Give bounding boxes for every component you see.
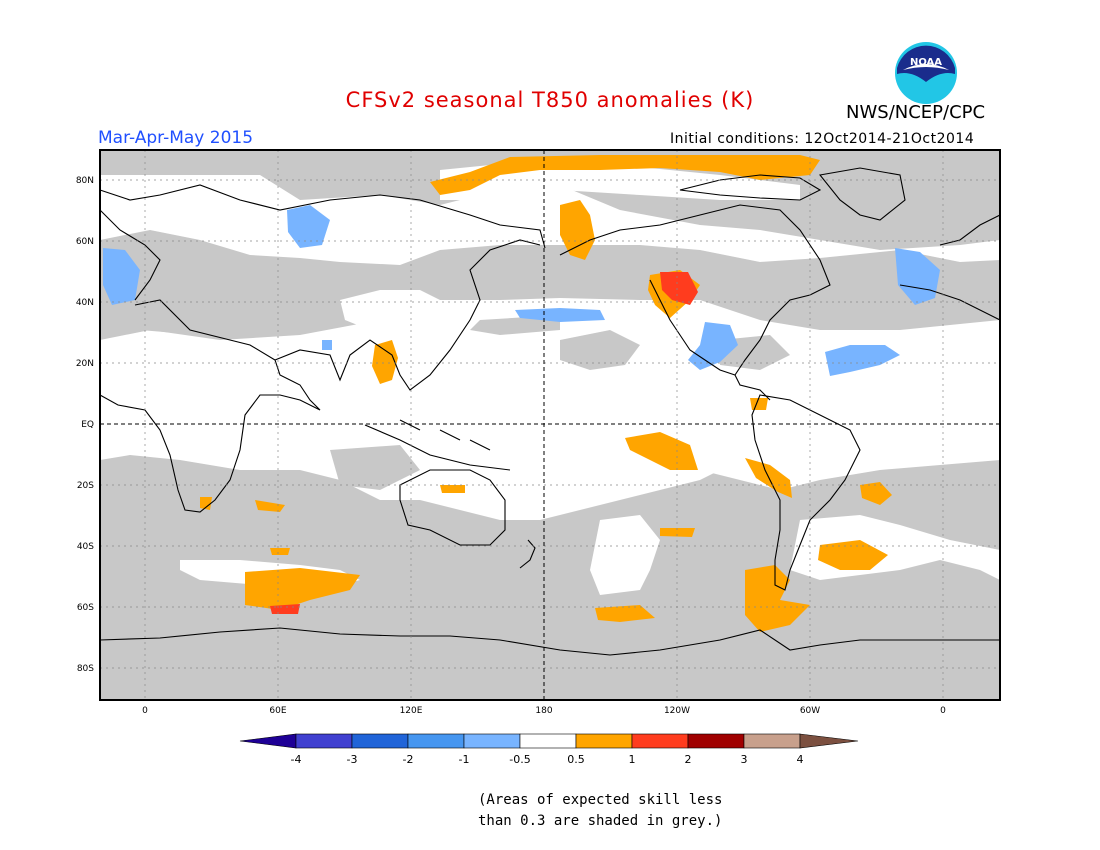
lat-label: 40N — [76, 298, 94, 308]
footnote-line: than 0.3 are shaded in grey.) — [478, 813, 723, 829]
colorbar-legend: -4 -3 -2 -1 -0.5 0.5 1 2 3 4 — [239, 733, 859, 766]
latitude-labels: 80N 60N 40N 20N EQ 20S 40S 60S 80S — [76, 176, 94, 674]
colorbar-label: 0.5 — [567, 753, 585, 766]
footnote-line: (Areas of expected skill less — [478, 792, 723, 808]
map-panel — [99, 149, 1001, 701]
season-label: Mar-Apr-May 2015 — [98, 128, 254, 148]
lon-label: 0 — [940, 706, 946, 716]
initial-conditions-label: Initial conditions: 12Oct2014-21Oct2014 — [670, 131, 975, 147]
lat-label: 20N — [76, 359, 94, 369]
map-frame — [99, 149, 1001, 701]
colorbar-swatch — [463, 733, 521, 749]
colorbar-label: -3 — [347, 753, 358, 766]
low-skill-patches — [100, 280, 790, 490]
colorbar-right-arrow — [799, 733, 859, 749]
longitude-labels: 0 60E 120E 180 120W 60W 0 — [142, 706, 946, 716]
lon-label: 60E — [269, 706, 286, 716]
colorbar-swatch — [295, 733, 353, 749]
coastlines — [99, 167, 1001, 656]
lat-label: 60S — [77, 603, 94, 613]
lon-label: 60W — [800, 706, 820, 716]
svg-text:NOAA: NOAA — [910, 57, 942, 68]
noaa-logo: NOAA — [895, 42, 957, 104]
map-title: CFSv2 seasonal T850 anomalies (K) — [345, 88, 755, 112]
warm-anomaly-regions — [200, 155, 892, 632]
colorbar-swatch — [631, 733, 689, 749]
colorbar-swatch — [743, 733, 801, 749]
skill-footnote: (Areas of expected skill less than 0.3 a… — [478, 790, 722, 832]
lon-label: 180 — [535, 706, 552, 716]
colorbar-left-arrow — [239, 733, 297, 749]
colorbar-label: -0.5 — [509, 753, 530, 766]
lat-label: 80S — [77, 664, 94, 674]
grid-lines — [100, 150, 1000, 700]
strong-warm-anomaly-regions — [270, 272, 698, 614]
colorbar-label: 3 — [741, 753, 748, 766]
reference-lines — [100, 150, 1000, 700]
colorbar-label: 2 — [685, 753, 692, 766]
organization-label: NWS/NCEP/CPC — [846, 102, 986, 123]
lat-label: 80N — [76, 176, 94, 186]
colorbar-label: 1 — [629, 753, 636, 766]
lat-label: EQ — [81, 420, 94, 430]
colorbar-swatch — [575, 733, 633, 749]
lon-label: 120E — [400, 706, 423, 716]
colorbar-swatch — [687, 733, 745, 749]
lon-label: 120W — [664, 706, 690, 716]
colorbar-swatch — [407, 733, 465, 749]
colorbar-swatch — [519, 733, 577, 749]
colorbar-label: -4 — [291, 753, 302, 766]
colorbar-label: -1 — [459, 753, 470, 766]
lat-label: 20S — [77, 481, 94, 491]
lon-label: 0 — [142, 706, 148, 716]
colorbar-swatch — [351, 733, 409, 749]
cool-anomaly-regions — [103, 205, 940, 376]
lat-label: 60N — [76, 237, 94, 247]
colorbar-label: 4 — [797, 753, 804, 766]
lat-label: 40S — [77, 542, 94, 552]
colorbar-label: -2 — [403, 753, 414, 766]
